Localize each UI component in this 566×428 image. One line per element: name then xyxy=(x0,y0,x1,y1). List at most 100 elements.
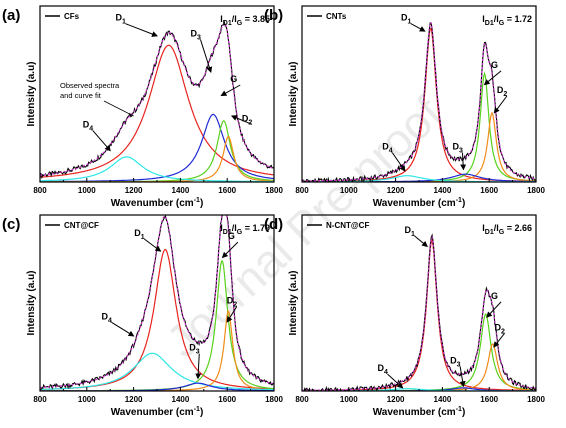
annotation-arrow xyxy=(103,100,134,117)
annotation-text: Observed spectra and curve fit xyxy=(60,81,120,100)
ratio-slash: /I xyxy=(232,14,237,24)
ratio-value: = 1.79 xyxy=(242,223,270,233)
peak-d1 xyxy=(302,238,536,391)
ratio-g: G xyxy=(237,20,243,27)
ratio-label: ID1/IG = 2.66 xyxy=(482,223,532,236)
ratio-g: G xyxy=(499,20,505,27)
peak-label-sub: 1 xyxy=(141,234,145,241)
x-axis-label-sup: -1 xyxy=(194,406,200,413)
peak-label-arrow xyxy=(143,238,162,252)
x-tick-label: 1000 xyxy=(78,186,96,195)
panel-label: (a) xyxy=(2,7,20,24)
observed-spectrum xyxy=(302,233,536,391)
x-tick-label: 1200 xyxy=(125,186,143,195)
legend-label: CNT@CF xyxy=(64,221,99,230)
peak-label: D2 xyxy=(227,296,238,309)
x-axis-label-sup: -1 xyxy=(456,197,462,204)
peak-label-sub: 3 xyxy=(197,34,201,41)
x-axis-label: Wavenumber (cm-1) xyxy=(111,197,204,209)
peak-label: D4 xyxy=(83,120,94,133)
peak-label-arrow xyxy=(195,353,202,380)
x-tick-label: 1200 xyxy=(125,395,143,404)
peak-label-sub: 1 xyxy=(122,19,126,26)
peak-label: G xyxy=(230,74,237,84)
fit-curve xyxy=(302,22,536,182)
x-tick-label: 1600 xyxy=(218,186,236,195)
peak-label-arrow xyxy=(199,39,213,73)
x-tick-label: 800 xyxy=(33,186,47,195)
peak-label-sub: 2 xyxy=(233,302,237,309)
peak-label-main: D xyxy=(190,28,197,38)
peak-d1 xyxy=(40,44,274,178)
observed-spectrum xyxy=(40,20,274,180)
peak-label-main: D xyxy=(450,355,457,365)
ratio-d1: D1 xyxy=(223,20,232,27)
peak-label: D3 xyxy=(450,355,461,368)
peak-label-sub: 3 xyxy=(457,361,461,368)
peak-label-sub: 2 xyxy=(501,328,505,335)
peak-label-arrow xyxy=(230,115,253,125)
peak-label-sub: 4 xyxy=(108,317,112,324)
peak-label-main: D xyxy=(189,343,196,353)
peak-label-arrow xyxy=(387,373,404,389)
ratio-value: = 2.66 xyxy=(504,223,532,233)
peak-label-arrow xyxy=(483,70,502,86)
x-axis-label-text: Wavenumber (cm xyxy=(373,407,456,418)
peak-label-arrow xyxy=(493,332,505,348)
peak-label: G xyxy=(491,291,498,301)
peak-label-main: D xyxy=(83,120,90,130)
peak-label-arrow xyxy=(92,130,111,152)
x-tick-label: 1000 xyxy=(340,395,358,404)
peak-label: D3 xyxy=(452,142,463,155)
legend-label: CFs xyxy=(64,12,80,21)
peak-label: D4 xyxy=(378,363,389,376)
x-axis-label: Wavenumber (cm-1) xyxy=(111,406,204,418)
plot-frame xyxy=(301,214,537,392)
ratio-i: I xyxy=(220,14,223,24)
x-axis-label-end: ) xyxy=(462,407,465,418)
x-axis-label-text: Wavenumber (cm xyxy=(111,198,194,209)
peak-label-main: D xyxy=(378,363,385,373)
peak-label: D1 xyxy=(116,13,127,26)
ratio-value: = 3.85 xyxy=(242,14,270,24)
ratio-label: ID1/IG = 1.79 xyxy=(220,223,270,236)
peak-label-main: G xyxy=(491,60,498,70)
peak-label-arrow xyxy=(414,235,428,248)
peak-label-sub: 4 xyxy=(384,369,388,376)
peak-label: D3 xyxy=(189,343,200,356)
peak-d4 xyxy=(40,352,274,391)
peak-label-sub: 4 xyxy=(89,126,93,133)
ratio-slash: /I xyxy=(494,223,499,233)
x-axis-label-end: ) xyxy=(200,198,203,209)
peak-label: D4 xyxy=(382,142,393,155)
peak-label-arrow xyxy=(221,241,239,259)
peak-label-arrow xyxy=(486,301,502,318)
x-tick-label: 1000 xyxy=(340,186,358,195)
peak-label-main: D xyxy=(382,142,389,152)
y-axis-label: Intensity (a.u) xyxy=(288,270,299,335)
peak-label-arrow xyxy=(125,23,158,37)
x-tick-label: 1600 xyxy=(480,186,498,195)
x-tick-label: 1200 xyxy=(387,395,405,404)
peak-label-sub: 3 xyxy=(196,349,200,356)
ratio-i: I xyxy=(482,14,485,24)
x-tick-label: 1400 xyxy=(172,395,190,404)
peak-label: D1 xyxy=(404,225,415,238)
peak-d4 xyxy=(40,156,274,182)
y-axis-label: Intensity (a.u) xyxy=(26,270,37,335)
x-tick-label: 1400 xyxy=(172,186,190,195)
panel-label: (c) xyxy=(2,216,20,233)
legend-label: CNTs xyxy=(326,12,347,21)
peak-label-main: G xyxy=(230,74,237,84)
y-axis-label: Intensity (a.u) xyxy=(288,61,299,126)
x-axis-label-end: ) xyxy=(462,198,465,209)
peak-label: D1 xyxy=(134,228,145,241)
peak-label-sub: 2 xyxy=(503,91,507,98)
x-axis-label-sup: -1 xyxy=(194,197,200,204)
peak-label-main: D xyxy=(404,225,411,235)
panel-2: 800 1000 1200 1400 1600 1800 Wavenumber (cm-1)… xyxy=(2,214,283,418)
x-axis-label-sup: -1 xyxy=(456,406,462,413)
x-tick-label: 1400 xyxy=(434,395,452,404)
